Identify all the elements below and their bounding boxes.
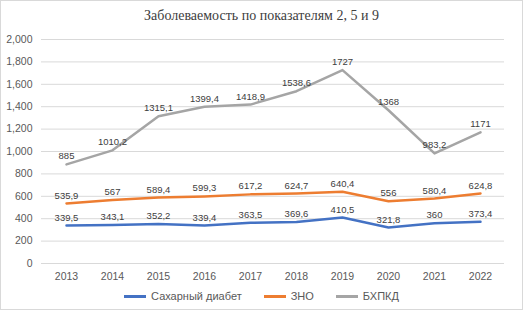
svg-text:2013: 2013 bbox=[55, 270, 79, 282]
svg-text:2,000: 2,000 bbox=[6, 33, 32, 45]
html-text:ЗНО: ЗНО bbox=[290, 290, 314, 302]
svg-text:2016: 2016 bbox=[193, 270, 217, 282]
svg-text:410,5: 410,5 bbox=[331, 204, 355, 215]
svg-text:1418,9: 1418,9 bbox=[236, 91, 265, 102]
svg-text:624,7: 624,7 bbox=[285, 180, 309, 191]
svg-text:2015: 2015 bbox=[147, 270, 171, 282]
svg-text:373,4: 373,4 bbox=[469, 208, 493, 219]
svg-text:600: 600 bbox=[15, 190, 33, 202]
svg-text:800: 800 bbox=[15, 167, 33, 179]
svg-text:1171: 1171 bbox=[470, 118, 490, 129]
svg-text:535,9: 535,9 bbox=[55, 190, 79, 201]
svg-text:2014: 2014 bbox=[101, 270, 125, 282]
svg-text:580,4: 580,4 bbox=[423, 185, 447, 196]
svg-text:1,200: 1,200 bbox=[6, 122, 32, 134]
html-text:Заболеваемость по показателям: Заболеваемость по показателям 2, 5 и 9 bbox=[144, 8, 379, 23]
html-text:Сахарный диабет: Сахарный диабет bbox=[151, 290, 242, 302]
svg-text:2018: 2018 bbox=[285, 270, 309, 282]
svg-text:885: 885 bbox=[59, 150, 75, 161]
svg-text:1727: 1727 bbox=[332, 56, 353, 67]
svg-text:640,4: 640,4 bbox=[331, 178, 355, 189]
svg-text:599,3: 599,3 bbox=[193, 182, 217, 193]
svg-text:2022: 2022 bbox=[469, 270, 493, 282]
svg-text:624,8: 624,8 bbox=[469, 180, 493, 191]
svg-text:983,2: 983,2 bbox=[423, 139, 447, 150]
svg-text:1399,4: 1399,4 bbox=[190, 93, 219, 104]
svg-text:2019: 2019 bbox=[331, 270, 355, 282]
svg-text:1010,2: 1010,2 bbox=[98, 136, 127, 147]
svg-text:1315,1: 1315,1 bbox=[144, 102, 173, 113]
svg-text:1538,6: 1538,6 bbox=[282, 77, 311, 88]
svg-text:1,000: 1,000 bbox=[6, 145, 32, 157]
svg-text:567: 567 bbox=[105, 186, 121, 197]
svg-text:617,2: 617,2 bbox=[239, 180, 263, 191]
svg-text:2021: 2021 bbox=[423, 270, 447, 282]
svg-text:1,600: 1,600 bbox=[6, 78, 32, 90]
svg-text:369,6: 369,6 bbox=[285, 208, 309, 219]
svg-text:363,5: 363,5 bbox=[239, 209, 263, 220]
svg-text:1,400: 1,400 bbox=[6, 100, 32, 112]
svg-text:321,8: 321,8 bbox=[377, 213, 401, 224]
svg-text:2017: 2017 bbox=[239, 270, 263, 282]
svg-text:0: 0 bbox=[27, 257, 33, 269]
svg-text:400: 400 bbox=[15, 212, 33, 224]
svg-text:339,4: 339,4 bbox=[193, 212, 217, 223]
svg-text:2020: 2020 bbox=[377, 270, 401, 282]
svg-text:343,1: 343,1 bbox=[101, 211, 125, 222]
svg-text:1368: 1368 bbox=[378, 96, 399, 107]
svg-text:200: 200 bbox=[15, 234, 33, 246]
svg-text:589,4: 589,4 bbox=[147, 184, 171, 195]
svg-text:339,5: 339,5 bbox=[55, 212, 79, 223]
svg-text:1,800: 1,800 bbox=[6, 55, 32, 67]
html-text:БХПКД: БХПКД bbox=[362, 290, 399, 302]
svg-text:360: 360 bbox=[427, 209, 443, 220]
svg-text:556: 556 bbox=[381, 187, 397, 198]
svg-text:352,2: 352,2 bbox=[147, 210, 171, 221]
